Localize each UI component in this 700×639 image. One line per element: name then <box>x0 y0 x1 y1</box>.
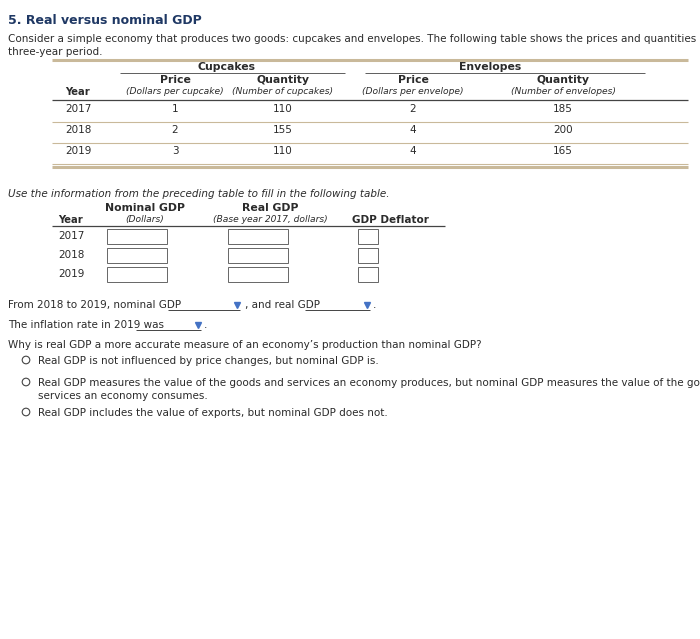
Text: 3: 3 <box>172 146 178 156</box>
Text: 4: 4 <box>410 146 416 156</box>
Text: The inflation rate in 2019 was: The inflation rate in 2019 was <box>8 320 164 330</box>
Text: (Number of envelopes): (Number of envelopes) <box>510 87 615 96</box>
Bar <box>228 248 288 263</box>
Text: 2: 2 <box>172 125 178 135</box>
Text: Price: Price <box>160 75 190 85</box>
Bar <box>228 229 288 244</box>
Text: Envelopes: Envelopes <box>459 62 521 72</box>
Text: 165: 165 <box>553 146 573 156</box>
Text: 110: 110 <box>273 104 293 114</box>
Text: three-year period.: three-year period. <box>8 47 102 57</box>
Text: Cupcakes: Cupcakes <box>198 62 256 72</box>
Text: 155: 155 <box>273 125 293 135</box>
Text: (Dollars): (Dollars) <box>125 215 164 224</box>
Text: , and real GDP: , and real GDP <box>245 300 320 310</box>
Bar <box>358 267 378 282</box>
Text: Use the information from the preceding table to fill in the following table.: Use the information from the preceding t… <box>8 189 389 199</box>
Text: Year: Year <box>65 87 90 97</box>
Text: .: . <box>373 300 377 310</box>
Text: 4: 4 <box>410 125 416 135</box>
Text: Quantity: Quantity <box>536 75 589 85</box>
Bar <box>358 229 378 244</box>
Text: (Dollars per cupcake): (Dollars per cupcake) <box>126 87 224 96</box>
Text: Real GDP is not influenced by price changes, but nominal GDP is.: Real GDP is not influenced by price chan… <box>38 356 379 366</box>
Bar <box>107 267 167 282</box>
Text: Quantity: Quantity <box>256 75 309 85</box>
Text: 185: 185 <box>553 104 573 114</box>
Text: 2017: 2017 <box>58 231 85 241</box>
Text: 110: 110 <box>273 146 293 156</box>
Bar <box>358 248 378 263</box>
Text: 2019: 2019 <box>65 146 92 156</box>
Text: 2017: 2017 <box>65 104 92 114</box>
Bar <box>228 267 288 282</box>
Text: 2018: 2018 <box>65 125 92 135</box>
Text: 5. Real versus nominal GDP: 5. Real versus nominal GDP <box>8 14 202 27</box>
Text: Real GDP includes the value of exports, but nominal GDP does not.: Real GDP includes the value of exports, … <box>38 408 388 418</box>
Text: .: . <box>204 320 207 330</box>
Text: Price: Price <box>398 75 428 85</box>
Text: From 2018 to 2019, nominal GDP: From 2018 to 2019, nominal GDP <box>8 300 181 310</box>
Text: 2: 2 <box>410 104 416 114</box>
Text: (Base year 2017, dollars): (Base year 2017, dollars) <box>213 215 328 224</box>
Text: (Dollars per envelope): (Dollars per envelope) <box>363 87 463 96</box>
Text: 2019: 2019 <box>58 269 85 279</box>
Bar <box>107 229 167 244</box>
Text: GDP Deflator: GDP Deflator <box>351 215 428 225</box>
Text: Why is real GDP a more accurate measure of an economy’s production than nominal : Why is real GDP a more accurate measure … <box>8 340 482 350</box>
Text: Real GDP: Real GDP <box>241 203 298 213</box>
Bar <box>107 248 167 263</box>
Text: 1: 1 <box>172 104 178 114</box>
Text: Real GDP measures the value of the goods and services an economy produces, but n: Real GDP measures the value of the goods… <box>38 378 700 388</box>
Text: 200: 200 <box>553 125 573 135</box>
Text: 2018: 2018 <box>58 250 85 260</box>
Text: Consider a simple economy that produces two goods: cupcakes and envelopes. The f: Consider a simple economy that produces … <box>8 34 700 44</box>
Text: services an economy consumes.: services an economy consumes. <box>38 391 208 401</box>
Text: Year: Year <box>58 215 83 225</box>
Text: (Number of cupcakes): (Number of cupcakes) <box>232 87 333 96</box>
Text: Nominal GDP: Nominal GDP <box>105 203 185 213</box>
